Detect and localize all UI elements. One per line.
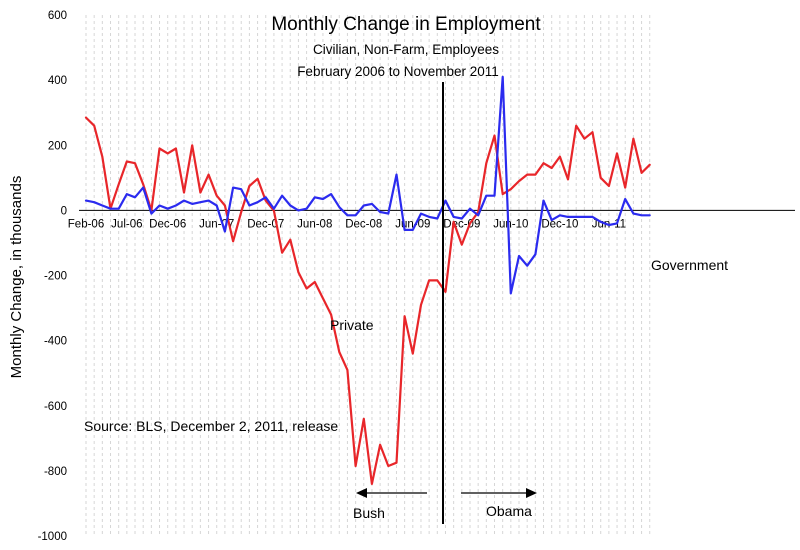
y-tick-label: -200 bbox=[44, 271, 67, 283]
government-series-line bbox=[84, 75, 651, 295]
y-tick-label: -400 bbox=[44, 336, 67, 348]
chart-subtitle-2: February 2006 to November 2011 bbox=[297, 64, 499, 79]
private-series-line bbox=[84, 116, 651, 485]
x-tick-label: Dec-09 bbox=[443, 218, 480, 230]
y-axis-label: Monthly Change, in thousands bbox=[8, 176, 25, 379]
government-series-label: Government bbox=[651, 257, 728, 273]
y-tick-label: -1000 bbox=[38, 531, 67, 543]
x-tick-label: Dec-10 bbox=[541, 218, 578, 230]
x-tick-label: Jul-06 bbox=[111, 218, 142, 230]
obama-label: Obama bbox=[486, 503, 532, 519]
x-axis-ticks: Feb-06 Jul-06 Dec-06 Jun-07 Dec-07 Jun-08 Dec-… bbox=[68, 218, 626, 230]
x-tick-label: Dec-08 bbox=[345, 218, 382, 230]
y-tick-label: 600 bbox=[48, 10, 67, 22]
y-tick-label: -800 bbox=[44, 466, 67, 478]
private-series-label: Private bbox=[330, 317, 374, 333]
x-tick-label: Dec-06 bbox=[149, 218, 186, 230]
x-tick-label: Dec-07 bbox=[247, 218, 284, 230]
y-tick-label: 0 bbox=[61, 205, 67, 217]
bush-arrow bbox=[356, 488, 427, 498]
source-note: Source: BLS, December 2, 2011, release bbox=[84, 418, 338, 434]
y-tick-label: 400 bbox=[48, 75, 67, 87]
y-tick-label: -600 bbox=[44, 401, 67, 413]
obama-arrow bbox=[461, 488, 537, 498]
series-lines bbox=[84, 75, 651, 485]
chart-title: Monthly Change in Employment bbox=[271, 14, 541, 35]
y-tick-label: 200 bbox=[48, 140, 67, 152]
x-tick-label: Feb-06 bbox=[68, 218, 104, 230]
x-tick-label: Jun-08 bbox=[297, 218, 332, 230]
x-tick-label: Jun-10 bbox=[493, 218, 528, 230]
y-axis-ticks: 600 400 200 0 -200 -400 -600 -800 -1000 bbox=[38, 10, 67, 543]
bush-label: Bush bbox=[353, 505, 385, 521]
chart-subtitle-1: Civilian, Non-Farm, Employees bbox=[313, 42, 499, 57]
